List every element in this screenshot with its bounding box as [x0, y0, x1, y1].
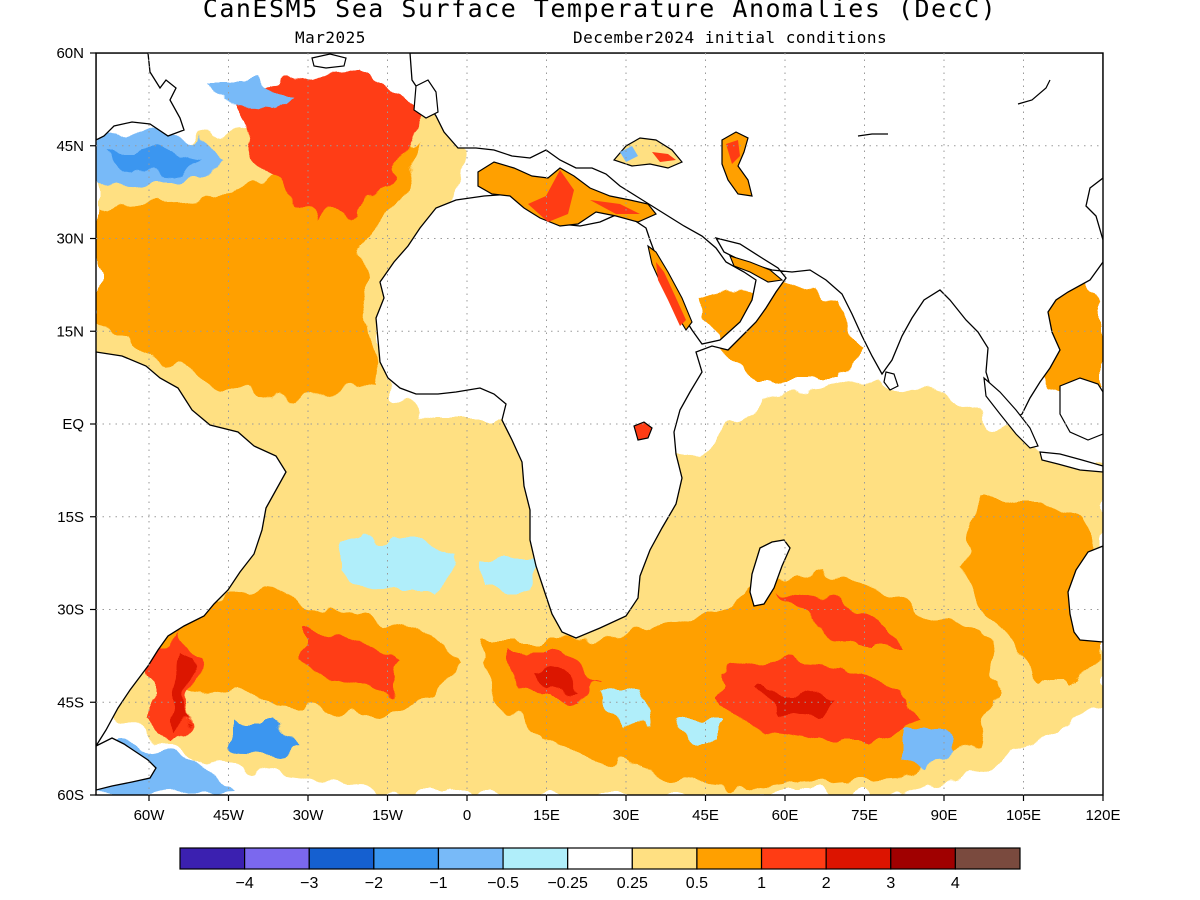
persian-gulf	[729, 255, 784, 283]
colorbar-swatch	[760, 847, 827, 870]
anomaly-region	[530, 670, 580, 694]
anomaly-region	[210, 80, 290, 110]
colorbar-label: 3	[886, 875, 895, 892]
colorbar-label: 4	[951, 875, 960, 892]
colorbar-swatch	[437, 847, 504, 870]
colorbar-swatch	[179, 847, 246, 870]
anomaly-region	[172, 650, 192, 730]
anomaly-region	[230, 720, 300, 760]
anomaly-region	[110, 150, 200, 175]
colorbar-swatch	[825, 847, 892, 870]
north-america-land	[96, 53, 185, 141]
colorbar-swatch	[244, 847, 310, 870]
lake-victoria	[633, 421, 653, 441]
longitude-labels: 60W 45W 30W 15W 0 15E 30E 45E 60E 75E 90E 105E 120E	[134, 795, 1121, 824]
map-title: CanESM5 Sea Surface Temperature Anomalie…	[202, 0, 998, 23]
colorbar-swatch	[373, 847, 440, 870]
colorbar-label: −1	[429, 875, 447, 892]
anomaly-region	[680, 720, 720, 740]
madagascar	[749, 539, 791, 607]
colorbar-label: 2	[822, 875, 831, 892]
gridlines	[96, 53, 1103, 795]
colorbar: −4 −3 −2 −1 −0.5 −0.25 0.25 0.5 1 2 3 4	[179, 847, 1021, 892]
south-america-south-land	[96, 737, 157, 791]
british-isles	[413, 79, 439, 119]
lon-tick-label: 60W	[134, 807, 166, 824]
lat-tick-label: 45S	[57, 694, 84, 711]
korea-coast	[857, 133, 888, 137]
colorbar-label: −3	[300, 875, 318, 892]
iceland	[311, 53, 347, 69]
anomaly-region	[960, 500, 1103, 680]
anomaly-field	[96, 53, 1103, 795]
colorbar-swatch	[631, 847, 698, 870]
lat-tick-label: 60S	[57, 787, 84, 804]
colorbar-swatch	[502, 847, 569, 870]
colorbar-swatch	[890, 847, 956, 870]
north-coast-island	[1017, 79, 1051, 105]
lat-tick-label: 60N	[56, 45, 84, 62]
anomaly-region	[900, 730, 960, 770]
valid-month-label: Mar2025	[295, 28, 366, 47]
java	[1039, 451, 1103, 473]
anomaly-region	[340, 540, 460, 590]
anomaly-region	[600, 690, 650, 730]
colorbar-swatch	[308, 847, 375, 870]
colorbar-label: −0.5	[487, 875, 519, 892]
borneo	[1059, 377, 1103, 441]
africa-eurasia-land	[375, 53, 1103, 639]
colorbar-swatch	[567, 847, 633, 870]
colorbar-label: 0.5	[686, 875, 708, 892]
lon-tick-label: 15W	[372, 807, 404, 824]
anomaly-region	[760, 690, 840, 716]
lat-tick-label: 45N	[56, 138, 84, 155]
lat-tick-label: 15S	[57, 509, 84, 526]
anomaly-region	[300, 630, 400, 690]
lon-tick-label: 120E	[1085, 807, 1120, 824]
lat-tick-label: EQ	[62, 416, 84, 433]
latitude-labels: 60N 45N 30N 15N EQ 15S 30S 45S 60S	[56, 45, 96, 804]
colorbar-swatch	[954, 847, 1021, 870]
anomaly-region	[480, 560, 530, 590]
anomaly-region	[700, 280, 860, 380]
lon-tick-label: 90E	[931, 807, 958, 824]
colorbar-label: 0.25	[617, 875, 648, 892]
lat-tick-label: 30S	[57, 602, 84, 619]
sri-lanka	[883, 371, 899, 391]
lon-tick-label: 45W	[213, 807, 245, 824]
anomaly-region	[240, 70, 420, 220]
colorbar-label: −4	[235, 875, 253, 892]
lat-tick-label: 30N	[56, 231, 84, 248]
init-conditions-label: December2024 initial conditions	[573, 28, 888, 47]
south-america-north-land	[96, 351, 287, 748]
lon-tick-label: 15E	[533, 807, 560, 824]
colorbar-label: −2	[365, 875, 383, 892]
colorbar-swatch	[696, 847, 763, 870]
colorbar-label: −0.25	[547, 875, 588, 892]
lon-tick-label: 30W	[293, 807, 325, 824]
lat-tick-label: 15N	[56, 323, 84, 340]
australia	[1067, 545, 1103, 643]
lon-tick-label: 0	[463, 807, 471, 824]
sumatra	[983, 376, 1039, 449]
lon-tick-label: 30E	[613, 807, 640, 824]
colorbar-label: 1	[757, 875, 766, 892]
lon-tick-label: 105E	[1006, 807, 1041, 824]
lon-tick-label: 60E	[772, 807, 799, 824]
land-masses	[96, 53, 1103, 791]
lon-tick-label: 75E	[851, 807, 878, 824]
lon-tick-label: 45E	[692, 807, 719, 824]
anomaly-region	[780, 590, 900, 650]
